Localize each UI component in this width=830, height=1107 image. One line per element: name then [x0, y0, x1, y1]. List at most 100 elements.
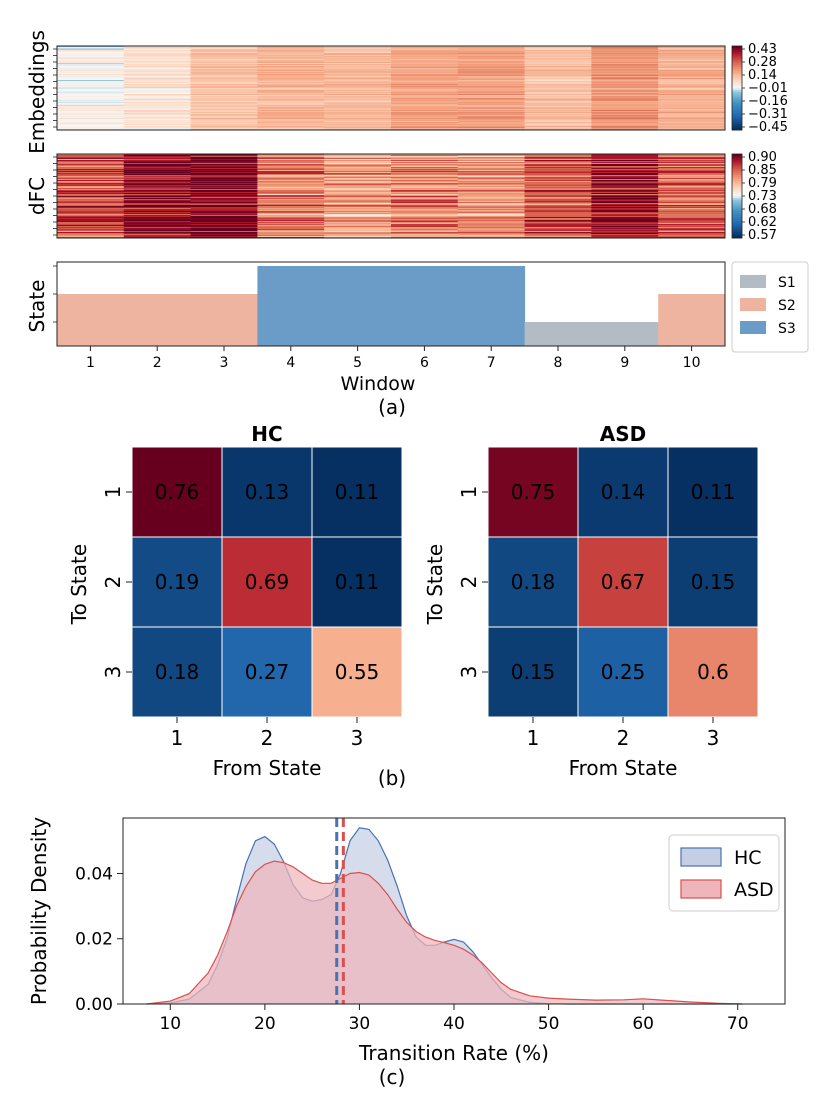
heat-cell: [658, 75, 726, 77]
heat-cell: [57, 81, 125, 83]
heat-cell: [457, 157, 525, 159]
heat-cell: [591, 187, 659, 189]
heat-cell: [190, 166, 258, 168]
heat-cell: [591, 81, 659, 83]
heat-cell: [324, 73, 392, 75]
heat-cell: [457, 61, 525, 63]
heat-cell: [257, 233, 325, 235]
heat-cell: [658, 217, 726, 219]
heat-cell: [57, 79, 125, 81]
heat-cell: [57, 198, 125, 200]
heat-cell: [524, 199, 592, 201]
heat-cell: [591, 162, 659, 164]
heat-cell: [524, 59, 592, 61]
heat-cell: [524, 227, 592, 229]
heat-cell: [257, 193, 325, 195]
kde-xtick-label: 10: [159, 1014, 181, 1034]
heat-cell: [123, 219, 191, 221]
heat-cell: [591, 181, 659, 183]
heat-cell: [57, 160, 125, 162]
heat-cell: [324, 175, 392, 177]
state-frame: [56, 261, 726, 347]
heat-cell: [658, 46, 726, 48]
heat-cell: [591, 115, 659, 117]
heat-cell: [457, 114, 525, 116]
heat-cell: [391, 198, 459, 200]
heat-cell: [658, 74, 726, 76]
heat-cell: [591, 90, 659, 92]
heat-cell: [257, 204, 325, 206]
heat-cell: [123, 204, 191, 206]
heat-cell: [324, 212, 392, 214]
heat-cell: [57, 113, 125, 115]
heat-cell: [324, 106, 392, 108]
heat-cell: [658, 70, 726, 72]
heat-cell: [591, 188, 659, 190]
heat-cell: [524, 167, 592, 169]
heat-cell: [123, 124, 191, 126]
heat-cell: [658, 196, 726, 198]
heat-cell: [190, 224, 258, 226]
window-tick-label: 4: [286, 355, 295, 371]
heat-cell: [658, 161, 726, 163]
heat-cell: [457, 227, 525, 229]
heat-cell: [57, 120, 125, 122]
colorbar-band: [732, 217, 742, 220]
heat-cell: [257, 182, 325, 184]
heat-cell: [324, 178, 392, 180]
matrix-cell-value: 0.67: [601, 570, 646, 594]
heat-cell: [190, 189, 258, 191]
heat-cell: [123, 211, 191, 213]
heat-cell: [123, 112, 191, 114]
heat-cell: [190, 173, 258, 175]
heat-cell: [391, 161, 459, 163]
heat-cell: [324, 96, 392, 98]
matrix-cell-value: 0.15: [511, 660, 556, 684]
heat-cell: [57, 227, 125, 229]
heat-cell: [391, 73, 459, 75]
heat-cell: [123, 61, 191, 63]
heat-cell: [658, 207, 726, 209]
heat-cell: [591, 63, 659, 65]
heat-cell: [324, 55, 392, 57]
heat-cell: [391, 163, 459, 165]
heat-cell: [57, 206, 125, 208]
state-bars: [53, 265, 726, 346]
window-xlabel: Window: [341, 373, 416, 395]
heat-cell: [190, 196, 258, 198]
window-tick-label: 10: [683, 355, 701, 371]
heat-cell: [257, 83, 325, 85]
heat-cell: [123, 65, 191, 67]
heat-cell: [123, 161, 191, 163]
heat-cell: [57, 171, 125, 173]
heat-cell: [457, 67, 525, 69]
colorbar-tick-label: −0.01: [748, 81, 788, 96]
heat-cell: [658, 191, 726, 193]
heat-cell: [658, 113, 726, 115]
heat-cell: [257, 220, 325, 222]
heat-cell: [457, 109, 525, 111]
heat-cell: [524, 164, 592, 166]
heat-cell: [391, 117, 459, 119]
heat-cell: [391, 160, 459, 162]
heat-cell: [123, 72, 191, 74]
heat-cell: [190, 93, 258, 95]
heat-cell: [524, 215, 592, 217]
heat-cell: [457, 104, 525, 106]
matrix-row-label: 2: [457, 576, 481, 589]
heat-cell: [524, 85, 592, 87]
heat-cell: [591, 189, 659, 191]
heat-cell: [123, 128, 191, 130]
heat-cell: [658, 189, 726, 191]
heat-cell: [324, 208, 392, 210]
heat-cell: [257, 162, 325, 164]
heat-cell: [658, 226, 726, 228]
heat-cell: [190, 179, 258, 181]
heat-cell: [257, 54, 325, 56]
heat-cell: [591, 183, 659, 185]
colorbar-band: [732, 54, 742, 57]
heat-cell: [457, 234, 525, 236]
colorbar-band: [732, 154, 742, 157]
heat-cell: [190, 199, 258, 201]
heat-cell: [257, 156, 325, 158]
